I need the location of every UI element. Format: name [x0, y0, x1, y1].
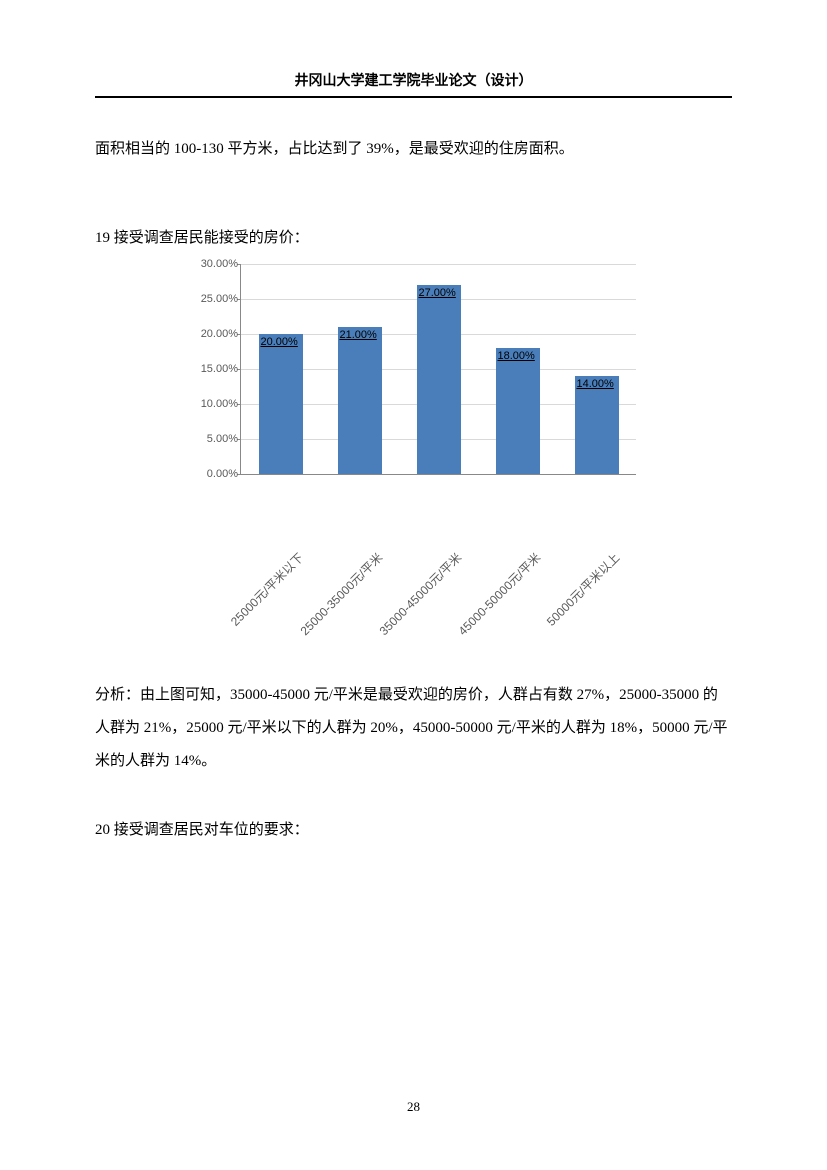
chart-xlabel: 50000元/平米以上: [533, 549, 623, 639]
chart-ylabel: 5.00%: [183, 433, 238, 445]
chart-ylabel: 20.00%: [183, 328, 238, 340]
section-20-title: 20 接受调查居民对车位的要求：: [95, 818, 732, 839]
chart-bar-label: 18.00%: [498, 350, 535, 362]
chart-bar: [259, 334, 303, 474]
chart-plot-area: 20.00% 21.00% 27.00% 18.00% 14.00%: [240, 264, 636, 475]
page-header: 井冈山大学建工学院毕业论文（设计）: [95, 70, 732, 98]
intro-paragraph: 面积相当的 100-130 平方米，占比达到了 39%，是最受欢迎的住房面积。: [95, 133, 732, 166]
chart-bar-label: 14.00%: [577, 378, 614, 390]
chart-xlabel: 35000-45000元/平米: [375, 549, 465, 639]
chart-ylabel: 15.00%: [183, 363, 238, 375]
chart-xlabel: 25000-35000元/平米: [296, 549, 386, 639]
chart-bar-label: 20.00%: [261, 336, 298, 348]
chart-xlabel: 25000元/平米以下: [217, 549, 307, 639]
chart-bar-label: 21.00%: [340, 329, 377, 341]
chart-bar-label: 27.00%: [419, 287, 456, 299]
chart-xlabel: 45000-50000元/平米: [454, 549, 544, 639]
page-number: 28: [0, 1099, 827, 1115]
chart-ylabel: 30.00%: [183, 258, 238, 270]
chart-bar: [496, 348, 540, 474]
chart-gridline: [241, 264, 636, 265]
analysis-paragraph: 分析：由上图可知，35000-45000 元/平米是最受欢迎的房价，人群占有数 …: [95, 679, 732, 778]
chart-ylabel: 0.00%: [183, 468, 238, 480]
chart-ylabel: 10.00%: [183, 398, 238, 410]
chart-bar: [575, 376, 619, 474]
section-19-title: 19 接受调查居民能接受的房价：: [95, 226, 732, 247]
chart-bar: [338, 327, 382, 474]
chart-ylabel: 25.00%: [183, 293, 238, 305]
chart-bar: [417, 285, 461, 474]
price-chart: 20.00% 21.00% 27.00% 18.00% 14.00% 0.00% 5.00…: [180, 259, 640, 619]
